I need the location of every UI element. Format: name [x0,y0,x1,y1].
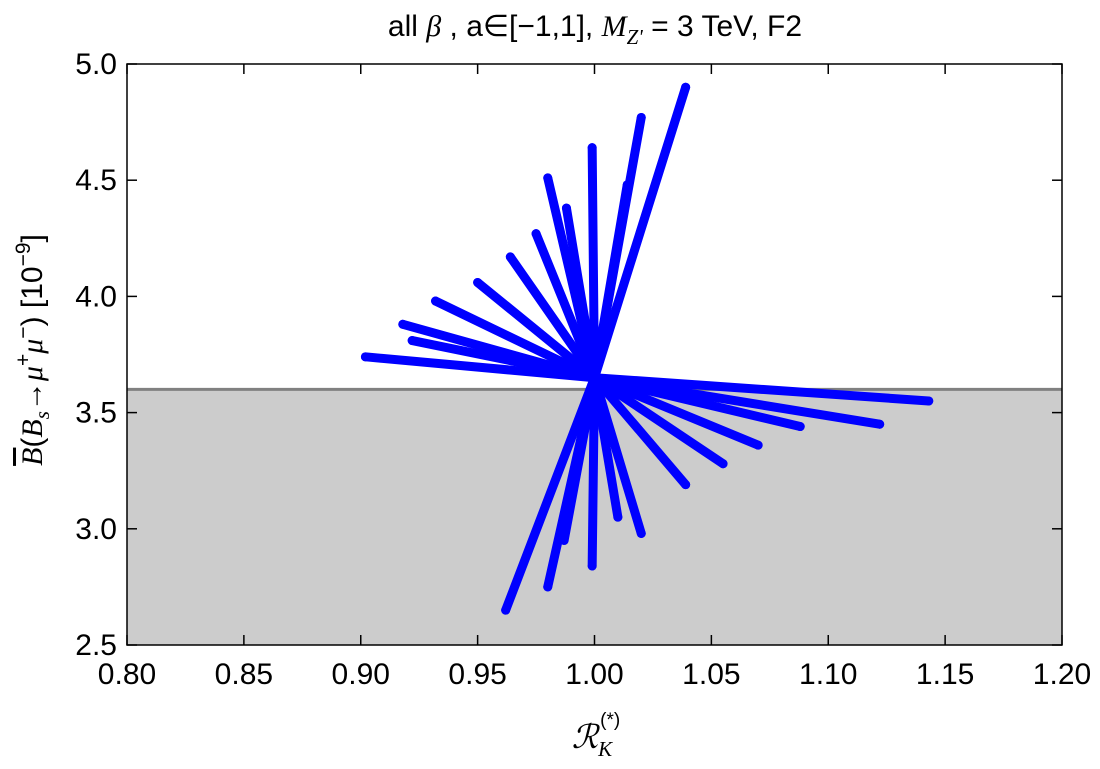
x-tick-label: 0.85 [215,658,273,691]
series-endpoint-9 [431,296,441,306]
x-tick-label: 1.10 [799,658,857,691]
series-endpoint-8 [473,277,483,287]
x-tick-label: 0.90 [332,658,390,691]
y-tick-label: 3.0 [75,513,117,546]
series-endpoint-18 [681,480,691,490]
series-line-12 [360,352,599,383]
series-endpoint-24 [501,605,511,615]
y-axis-label: B(Bs→μ+μ−) [10−9] [12,234,54,466]
series-line-24 [501,373,599,615]
series-endpoint-2 [587,143,597,153]
y-tick-label: 4.0 [75,280,117,313]
series-line-3 [590,180,632,383]
x-axis-label: ℛK(*) [572,710,620,761]
series-endpoint-20 [613,512,623,522]
series-endpoint-5 [561,203,571,213]
x-tick-label: 1.00 [565,658,623,691]
series-line-17 [590,373,728,469]
y-tick-label: 3.5 [75,397,117,430]
x-tick-label: 1.05 [682,658,740,691]
y-tick-label: 5.0 [75,48,117,81]
data-series-group [360,82,934,615]
series-endpoint-1 [636,112,646,122]
series-line-8 [473,277,599,383]
x-axis-ticks: 0.80 0.85 0.90 0.95 1.00 1.05 1.10 1.15 1.20 [98,64,1091,691]
x-tick-label: 1.15 [916,658,974,691]
x-tick-label: 1.20 [1033,658,1091,691]
series-endpoint-16 [753,440,763,450]
y-axis-ticks: 2.5 3.0 3.5 4.0 4.5 5.0 [75,48,1062,662]
series-endpoint-13 [924,396,934,406]
series-line-15 [590,373,805,432]
x-tick-label: 0.80 [98,658,156,691]
series-line-13 [590,373,934,406]
series-line-18 [590,373,691,490]
series-line-21 [587,373,599,571]
y-tick-label: 4.5 [75,164,117,197]
series-endpoint-10 [398,319,408,329]
series-endpoint-11 [407,336,417,346]
series-line-23 [543,373,599,592]
series-endpoint-17 [718,459,728,469]
series-endpoint-3 [622,180,632,190]
series-endpoint-4 [543,173,553,183]
series-line-0 [590,82,691,383]
series-line-7 [505,252,599,383]
chart-title: all β , a∈[−1,1], MZ' = 3 TeV, F2 [388,10,802,49]
series-endpoint-19 [636,528,646,538]
series-endpoint-7 [505,252,515,262]
series-endpoint-12 [360,352,370,362]
series-line-6 [531,229,599,383]
series-line-2 [587,143,599,383]
y-tick-label: 2.5 [75,629,117,662]
series-endpoint-0 [681,82,691,92]
series-line-16 [590,373,763,450]
series-endpoint-21 [587,561,597,571]
x-tick-label: 0.95 [448,658,506,691]
series-endpoint-14 [875,419,885,429]
series-endpoint-23 [543,582,553,592]
series-line-5 [561,203,599,383]
series-line-9 [431,296,599,383]
series-endpoint-15 [795,422,805,432]
series-endpoint-6 [531,229,541,239]
